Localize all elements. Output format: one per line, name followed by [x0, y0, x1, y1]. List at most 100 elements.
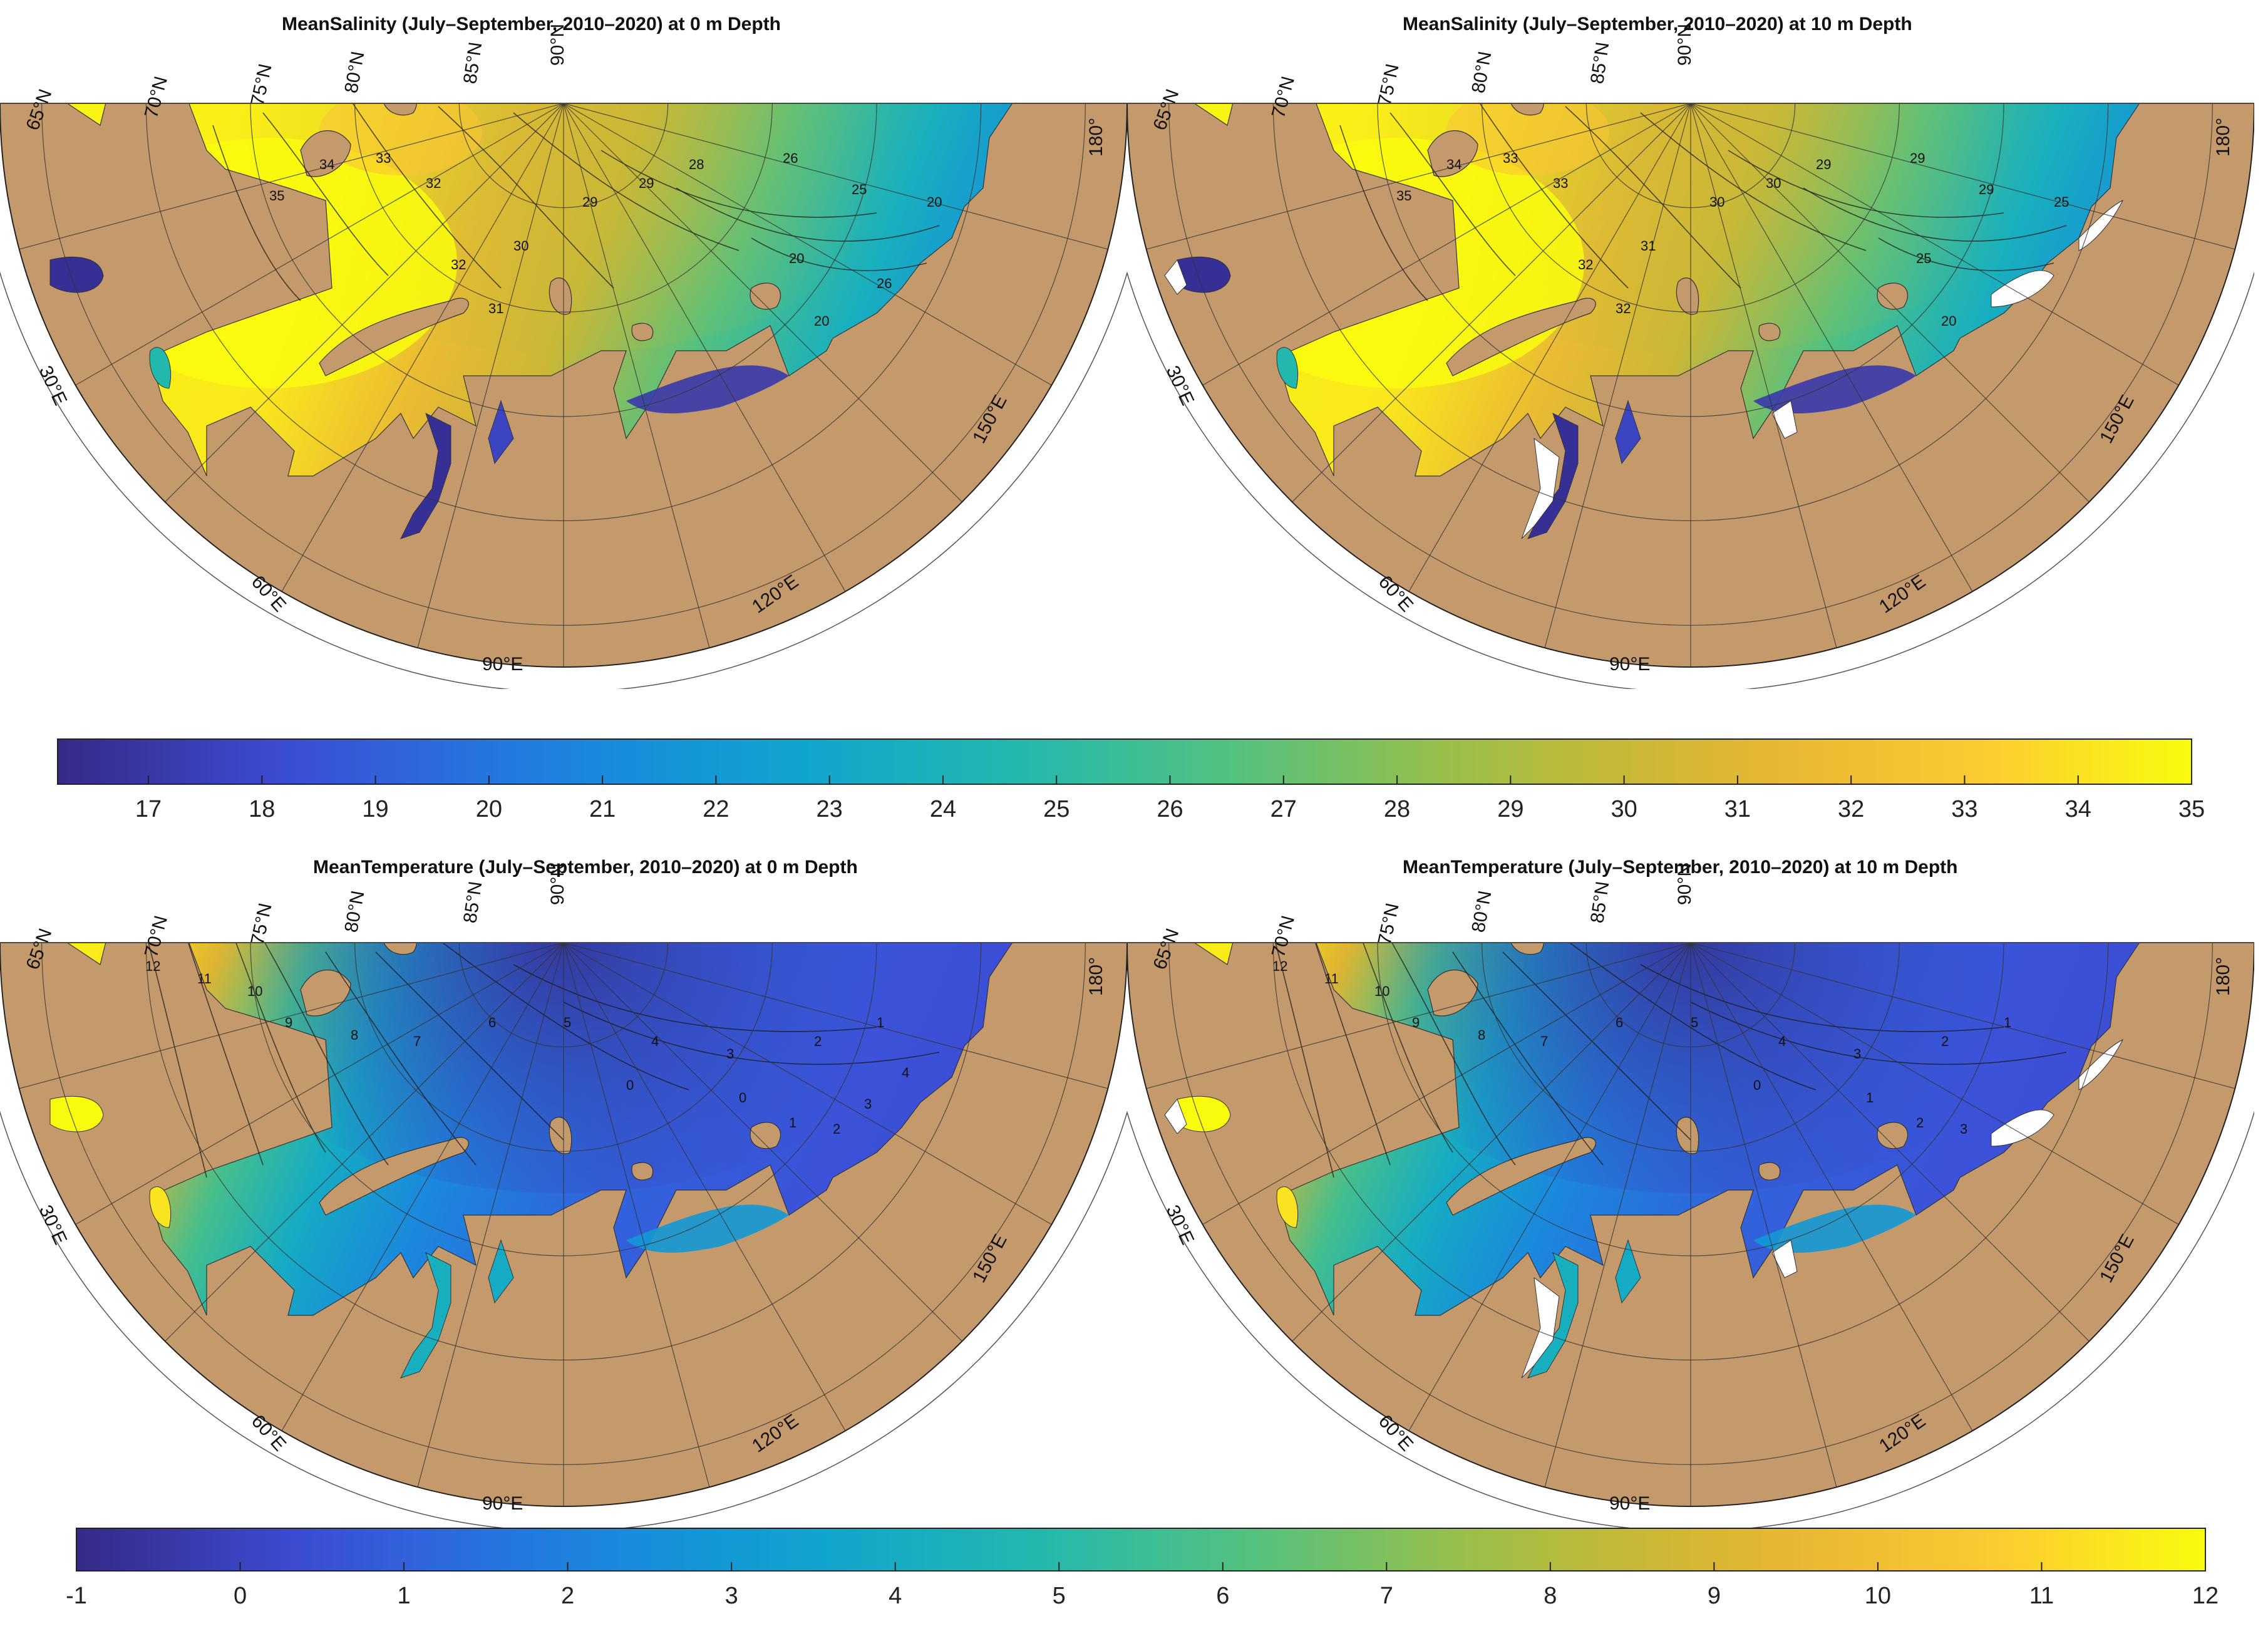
taymyr-island [1758, 1162, 1781, 1181]
contour-label: 26 [783, 150, 798, 166]
latitude-label: 85°N [460, 880, 486, 924]
colorbar-tick-label: -1 [66, 1583, 87, 1609]
contour-label: 33 [1503, 150, 1518, 166]
svalbard-island [1427, 130, 1478, 177]
colorbar-tick-label: 25 [1043, 796, 1070, 822]
meridian-line [1408, 942, 1691, 1431]
meridian-line [563, 942, 1052, 1225]
latitude-label: 85°N [460, 41, 486, 85]
colorbar-tick-label: 22 [703, 796, 729, 822]
latitude-label: 75°N [1374, 62, 1403, 107]
no-data-mask [1164, 1099, 1187, 1134]
severnaya-zemlya-island [1676, 1117, 1699, 1154]
contour-label: 1 [1866, 1090, 1874, 1105]
contour-label: 20 [1941, 313, 1956, 329]
colorbar-tick-label: 32 [1838, 796, 1864, 822]
severnaya-zemlya-island [1676, 277, 1699, 315]
colorbar-tick-label: 28 [1384, 796, 1410, 822]
longitude-label: 90°E [482, 1493, 523, 1514]
contour-label: 12 [145, 958, 160, 974]
colorbar-tick-label: 19 [362, 796, 388, 822]
contour-label: 11 [1324, 971, 1339, 986]
novaya-zemlya-island [319, 1137, 469, 1216]
contour-line [676, 187, 940, 242]
salinity-0m-map-panel: MeanSalinity (July–September, 2010–2020)… [0, 0, 1127, 689]
contour-line [175, 943, 264, 1166]
white-sea-patch [49, 256, 104, 293]
contour-label: 25 [1916, 251, 1931, 266]
longitude-label: 30°E [1162, 1202, 1198, 1248]
map-rim [1127, 271, 2254, 689]
contour-label: 31 [1641, 238, 1656, 254]
contour-label: 32 [1616, 301, 1631, 316]
eurasia-landmass [0, 103, 1127, 667]
contour-line [438, 943, 689, 1090]
contour-line [1565, 106, 1741, 289]
contour-line [1389, 112, 1516, 276]
coastal-patch [149, 347, 172, 389]
meridian-line [1690, 942, 2179, 1225]
latitude-label: 90°N [1674, 24, 1695, 66]
meridian-line [281, 942, 564, 1431]
longitude-label: 180° [1086, 118, 1106, 157]
contour-label: 2 [833, 1121, 840, 1137]
coastal-patch [1276, 1186, 1299, 1228]
colorbar-tick-label: 27 [1271, 796, 1297, 822]
new-siberian-island [750, 1122, 781, 1149]
taymyr-island [631, 1162, 654, 1181]
novaya-zemlya-island [1446, 1137, 1596, 1216]
meridian-line [19, 942, 564, 1089]
contour-label: 3 [1853, 1046, 1861, 1062]
longitude-label: 90°E [482, 654, 523, 675]
latitude-label: 90°N [547, 24, 568, 66]
laptev-coastal-strip [1753, 365, 1916, 413]
contour-label: 9 [1412, 1015, 1420, 1030]
yenisei-estuary [1615, 400, 1641, 465]
meridian-line [563, 103, 710, 648]
contour-label: 33 [376, 150, 391, 166]
contour-line [262, 943, 389, 1166]
longitude-label: 180° [1086, 957, 1106, 996]
new-siberian-island [1877, 282, 1908, 310]
contour-line [563, 1002, 940, 1065]
meridian-line [563, 942, 846, 1431]
contour-label: 2 [1941, 1033, 1949, 1049]
contour-label: 32 [426, 175, 441, 191]
no-data-mask [1771, 1240, 1798, 1278]
novaya-zemlya-island [1446, 298, 1596, 376]
longitude-label: 30°E [1162, 363, 1198, 408]
latitude-label: 75°N [1374, 901, 1403, 946]
no-data-mask [1521, 1276, 1560, 1379]
contour-label: 34 [319, 157, 334, 172]
contour-line [1640, 964, 2004, 1032]
meridian-line [1690, 103, 2235, 250]
contour-label: 20 [927, 194, 942, 210]
contour-label: 29 [1910, 150, 1925, 166]
meridian-line [1690, 942, 1973, 1431]
meridian-line [281, 103, 564, 592]
coastal-patch [1276, 347, 1299, 389]
contour-line [751, 237, 927, 271]
laptev-coastal-strip [626, 365, 789, 413]
contour-label: 3 [864, 1096, 872, 1112]
contour-label: 34 [1446, 157, 1461, 172]
colorbar-tick-label: 11 [2029, 1583, 2054, 1609]
contour-line [1640, 112, 1867, 251]
ob-estuary [400, 413, 451, 539]
severnaya-zemlya-island [549, 1117, 572, 1154]
contour-line [1690, 1002, 2067, 1065]
contour-line [1565, 943, 1817, 1090]
meridian-line [563, 942, 710, 1488]
contour-label: 7 [1540, 1033, 1548, 1049]
contour-line [1452, 951, 1604, 1166]
contour-line [438, 106, 614, 289]
meridian-line [1408, 103, 1691, 592]
contour-label: 30 [1766, 175, 1781, 191]
contour-label: 11 [197, 971, 212, 986]
contour-label: 4 [651, 1033, 659, 1049]
colorbar-tick-label: 9 [1708, 1583, 1721, 1609]
yenisei-estuary [488, 400, 514, 465]
contour-line [1339, 125, 1428, 301]
colorbar-tick-label: 23 [817, 796, 843, 822]
